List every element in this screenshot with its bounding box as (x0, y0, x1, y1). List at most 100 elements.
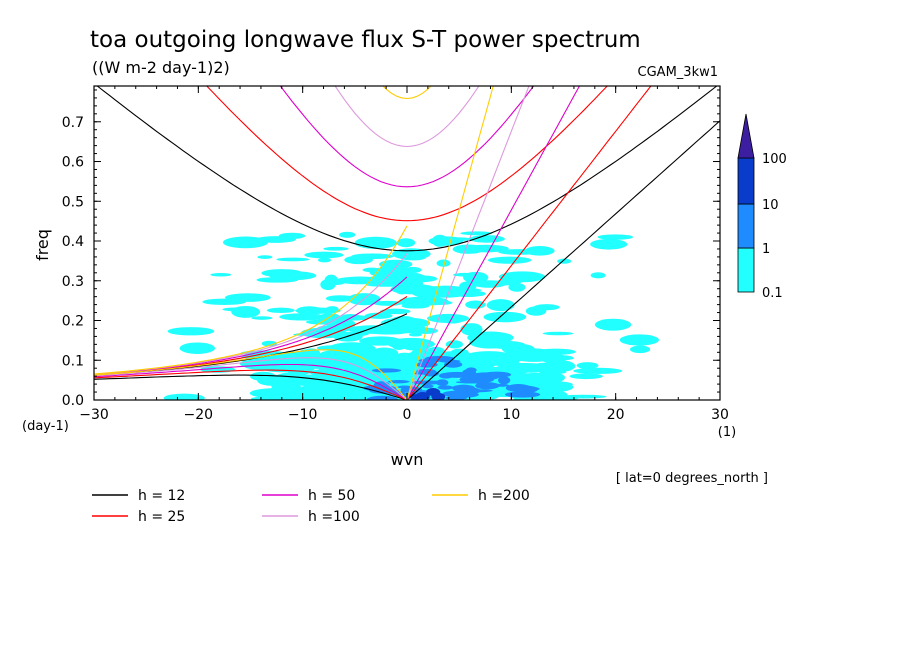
plot-area (93, 85, 721, 401)
legend-label: h = 12 (138, 488, 185, 504)
power-patch-low (453, 272, 476, 277)
power-patch-low (435, 237, 472, 242)
power-patch-low (445, 340, 463, 349)
x-axis-label: wvn (391, 450, 424, 469)
legend-label: h = 25 (138, 509, 185, 525)
legend-label: h =200 (478, 488, 530, 504)
power-patch-low (472, 280, 507, 288)
x-tick-label: 0 (403, 407, 412, 423)
power-patch-low (512, 362, 534, 368)
power-patch-mid (469, 372, 501, 381)
dispersion-curve (94, 363, 408, 400)
y-axis-label: freq (33, 229, 52, 261)
power-patch-mid (498, 376, 511, 385)
power-patch-low (508, 283, 526, 292)
power-patch-low (344, 255, 373, 265)
x-tick-label: 10 (502, 407, 520, 423)
dispersion-curve (94, 369, 408, 400)
power-patch-low (380, 317, 431, 329)
power-patch-low (539, 353, 567, 363)
dispersion-curve (406, 86, 494, 400)
x-unit-label: (1) (718, 425, 736, 440)
power-patch-low (318, 257, 331, 263)
x-tick-label: −20 (184, 407, 214, 423)
power-patch-low (163, 393, 205, 400)
dispersion-curve (94, 374, 408, 400)
power-patch-low (378, 259, 413, 269)
dataset-label: CGAM_3kw1 (638, 65, 718, 80)
power-patch-low (518, 348, 549, 357)
power-patch-low (475, 360, 496, 369)
y-axis: 0.0 0.1 0.2 0.3 0.4 0.5 0.6 0.7 (62, 89, 720, 409)
power-patch-low (304, 251, 344, 259)
power-patch-low (284, 361, 328, 370)
legend-label: h = 50 (308, 488, 355, 504)
power-patch-low (498, 249, 540, 255)
dispersion-curve (94, 357, 408, 400)
colorbar-segment (737, 203, 755, 249)
power-patch-low (396, 238, 416, 248)
y-tick-label: 0.5 (62, 194, 84, 210)
power-patch-high (410, 394, 425, 400)
power-patch-mid (447, 391, 479, 398)
power-patch-mid (418, 358, 441, 363)
power-patch-low (399, 296, 449, 306)
power-patch-mid (512, 385, 538, 394)
colorbar-segment (737, 157, 755, 205)
power-patch-low (294, 391, 329, 398)
lat-annotation: [ lat=0 degrees_north ] (616, 471, 768, 486)
power-patch-low (379, 308, 411, 315)
chart-subtitle: ((W m-2 day-1)2) (92, 58, 230, 77)
y-tick-label: 0.2 (62, 314, 84, 330)
power-patch-low (276, 257, 310, 262)
colorbar-label: 1 (762, 242, 770, 257)
legend: h = 12 h = 25 h = 50 h =100 h =200 (92, 488, 530, 525)
power-patch-low (467, 331, 514, 344)
dispersion-curve (406, 86, 530, 400)
power-patch-low (569, 373, 603, 380)
power-patch-low (261, 269, 303, 278)
x-tick-label: 20 (607, 407, 625, 423)
power-patch-low (256, 277, 299, 283)
power-patch-low (483, 311, 527, 323)
power-patch-mid (437, 385, 454, 390)
power-patch-low (184, 346, 216, 351)
power-patch-mid (455, 380, 489, 384)
colorbar-label: 100 (762, 152, 787, 167)
colorbar-cap (737, 113, 755, 159)
y-tick-label: 0.6 (62, 155, 84, 171)
dispersion-curve (279, 86, 535, 188)
x-axis: −30 −20 −10 0 10 20 30 (79, 86, 729, 423)
chart-title: toa outgoing longwave flux S-T power spe… (90, 27, 641, 53)
power-patch-low (251, 396, 278, 400)
power-patch-low (529, 362, 564, 373)
power-patch-low (266, 307, 295, 314)
power-patch-low (525, 306, 547, 316)
power-patch-low (279, 313, 326, 321)
legend-label: h =100 (308, 509, 360, 525)
power-patch-mid (440, 373, 460, 378)
power-patch-mid (387, 379, 410, 384)
x-tick-label: −10 (288, 407, 318, 423)
power-patch-low (354, 236, 397, 249)
power-patch-mid (475, 382, 500, 390)
power-patch-low (590, 238, 628, 250)
power-patch-low (408, 332, 423, 337)
dispersion-curve (406, 86, 652, 400)
power-patch-low (403, 266, 422, 273)
power-patch-low (487, 256, 532, 264)
power-patch-low (573, 367, 623, 375)
power-patch-low (325, 295, 355, 302)
power-patch-low (590, 272, 606, 279)
power-patch-low (436, 259, 451, 267)
power-patch-low (335, 276, 385, 285)
power-patch-low (257, 255, 273, 259)
power-patch-low (210, 273, 232, 277)
colorbar-segment (737, 247, 755, 293)
power-patch-low (487, 340, 526, 350)
power-patch-low (440, 315, 464, 324)
power-patch-low (224, 293, 271, 302)
dispersion-curve (206, 86, 608, 222)
power-patch-low (460, 323, 483, 336)
colorbar: 0.1 1 10 100 (737, 113, 787, 301)
